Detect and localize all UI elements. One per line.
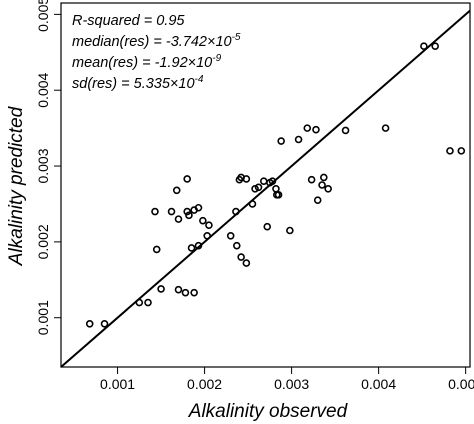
data-point — [268, 177, 277, 186]
data-point — [272, 184, 280, 193]
y-tick-label: 0.002 — [35, 224, 51, 259]
data-point — [185, 211, 193, 220]
data-point — [263, 222, 272, 231]
data-point — [232, 207, 240, 216]
data-point — [194, 241, 203, 250]
data-point — [183, 175, 191, 183]
data-point — [277, 137, 285, 145]
stats-annotation: R-squared = 0.95 median(res) = -3.742×10-… — [72, 13, 241, 92]
x-tick-label: 0.001 — [100, 376, 135, 392]
identity-line-layer — [60, 9, 471, 368]
data-point — [303, 124, 312, 132]
data-point — [190, 288, 198, 297]
data-point — [324, 184, 332, 193]
data-point — [135, 298, 144, 307]
data-point — [152, 245, 161, 254]
x-tick-label: 0.002 — [187, 376, 222, 392]
data-point — [226, 232, 235, 240]
data-point — [312, 125, 320, 134]
data-point — [85, 319, 94, 328]
x-tick-label: 0.004 — [361, 376, 396, 392]
stats-line: median(res) = -3.742×10-5 — [72, 32, 241, 50]
x-axis-title: Alkalinity observed — [188, 401, 349, 422]
data-point — [320, 173, 328, 182]
y-axis: 0.001 0.002 0.003 0.004 0.005 — [35, 0, 61, 335]
data-point — [242, 175, 251, 183]
data-point — [274, 191, 283, 199]
data-points — [85, 42, 466, 328]
stats-line: sd(res) = 5.335×10-4 — [72, 74, 204, 92]
data-point — [294, 135, 303, 144]
data-point — [172, 186, 181, 195]
data-point — [187, 244, 196, 252]
data-point — [420, 42, 428, 51]
data-point — [248, 200, 257, 208]
data-point — [183, 207, 191, 216]
data-point — [157, 285, 165, 293]
data-point — [205, 221, 213, 229]
data-point — [286, 226, 294, 235]
y-tick-label: 0.001 — [35, 300, 51, 335]
data-point — [313, 196, 322, 204]
stats-line: mean(res) = -1.92×10-9 — [72, 53, 222, 71]
data-point — [232, 241, 241, 250]
data-point — [144, 298, 152, 307]
plot-frame — [60, 2, 471, 368]
stats-line: R-squared = 0.95 — [72, 13, 185, 29]
x-axis: 0.001 0.002 0.003 0.004 0.005 — [100, 367, 474, 392]
y-tick-label: 0.005 — [35, 0, 51, 32]
data-point — [194, 203, 203, 212]
data-point — [174, 215, 183, 223]
identity-line — [60, 9, 471, 368]
data-point — [167, 207, 176, 216]
data-point — [259, 177, 268, 186]
data-point — [203, 232, 211, 240]
y-tick-label: 0.004 — [35, 72, 51, 107]
y-tick-label: 0.003 — [35, 148, 51, 183]
data-point — [431, 42, 439, 51]
data-point — [174, 285, 183, 294]
data-point — [151, 207, 159, 216]
data-point — [318, 181, 326, 189]
x-tick-label: 0.005 — [448, 376, 474, 392]
data-point — [100, 319, 109, 328]
data-point — [341, 126, 350, 135]
y-axis-title: Alkalinity predicted — [6, 105, 27, 266]
data-point — [307, 175, 316, 184]
data-point — [446, 147, 454, 155]
data-point — [242, 259, 251, 267]
data-point — [181, 288, 190, 297]
data-point — [199, 216, 207, 225]
data-point — [237, 253, 245, 261]
data-point — [254, 183, 263, 192]
data-point — [381, 124, 390, 132]
x-tick-label: 0.003 — [274, 376, 309, 392]
data-point — [457, 147, 466, 155]
